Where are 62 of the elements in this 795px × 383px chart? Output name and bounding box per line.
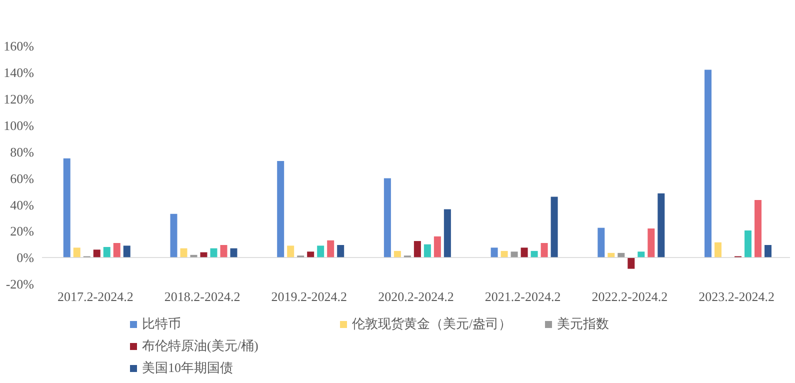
legend-label: 美元指数 [557, 315, 609, 333]
bar [317, 246, 324, 258]
bar [63, 158, 70, 258]
bar [510, 252, 518, 258]
bar [327, 240, 334, 258]
bar [638, 252, 645, 258]
x-tick-label: 2017.2-2024.2 [58, 289, 134, 304]
bar [598, 228, 605, 258]
bar [123, 246, 130, 258]
bar [230, 248, 238, 258]
legend-label: 美国10年期国债 [142, 359, 233, 377]
bar [444, 209, 451, 258]
x-tick-label: 2022.2-2024.2 [592, 289, 668, 304]
y-tick-label: -20% [6, 276, 34, 292]
bar [628, 258, 635, 269]
bar [210, 248, 218, 258]
y-tick-label: 140% [4, 65, 34, 80]
y-tick-label: 20% [10, 224, 34, 239]
bar [500, 250, 508, 258]
x-tick-label: 2023.2-2024.2 [698, 289, 774, 304]
bar [744, 230, 752, 258]
bar [540, 243, 548, 258]
bar [307, 252, 314, 258]
legend-label: 布伦特原油(美元/桶) [142, 337, 258, 355]
bar [277, 161, 284, 258]
legend-label: 比特币 [142, 315, 181, 333]
bar [714, 242, 722, 258]
bar [113, 243, 120, 258]
x-tick-label: 2021.2-2024.2 [484, 289, 561, 304]
bar [180, 248, 188, 258]
bar [490, 248, 498, 258]
bar [287, 246, 294, 258]
y-tick-label: 100% [4, 118, 34, 133]
bar [73, 248, 80, 258]
bar [424, 244, 431, 258]
y-tick-label: 120% [4, 92, 34, 107]
bar [170, 214, 178, 258]
y-tick-label: 0% [16, 250, 34, 266]
bar [648, 228, 655, 258]
bar [434, 236, 441, 258]
bar [754, 200, 762, 258]
bar [93, 250, 100, 258]
y-tick-label: 80% [10, 144, 34, 160]
x-tick-label: 2019.2-2024.2 [271, 289, 348, 304]
bar [550, 196, 558, 258]
bar [704, 70, 712, 258]
bar [103, 246, 110, 258]
bar [384, 178, 391, 258]
bar [220, 244, 228, 258]
x-tick-label: 2018.2-2024.2 [164, 289, 240, 304]
y-tick-label: 40% [10, 197, 34, 212]
x-tick-label: 2020.2-2024.2 [378, 289, 454, 304]
bar [764, 244, 772, 258]
legend-label: 伦敦现货黄金（美元/盎司） [352, 315, 512, 333]
bar [414, 241, 421, 258]
bar [530, 250, 538, 258]
y-tick-label: 160% [4, 38, 34, 54]
bar [337, 244, 344, 258]
bar [520, 248, 528, 258]
bar [394, 250, 401, 258]
bar [658, 193, 665, 258]
y-tick-label: 60% [10, 170, 34, 186]
